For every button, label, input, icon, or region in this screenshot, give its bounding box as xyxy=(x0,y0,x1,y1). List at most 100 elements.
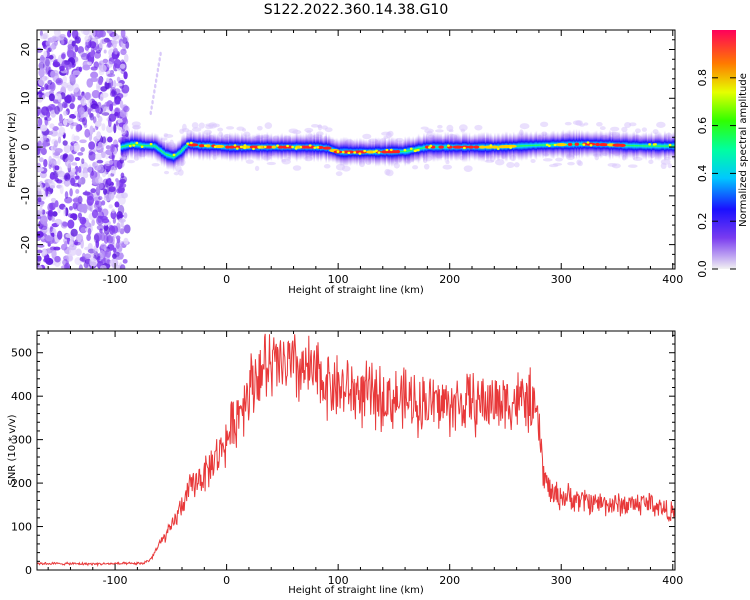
ridge-peak xyxy=(668,143,672,147)
noise-blob xyxy=(80,146,85,153)
noise-blob xyxy=(54,255,61,263)
noise-blob xyxy=(50,197,57,203)
noise-blob xyxy=(57,156,61,166)
ridge-peak xyxy=(294,147,298,150)
noise-blob xyxy=(94,153,103,160)
noise-blob xyxy=(54,165,60,171)
noise-blob xyxy=(44,68,49,75)
ridge-peak xyxy=(205,144,211,148)
noise-blob xyxy=(118,218,126,223)
noise-blob xyxy=(58,113,63,124)
noise-blob xyxy=(38,265,43,269)
noise-blob xyxy=(111,33,119,41)
ridge-peak xyxy=(553,143,557,147)
y-tick-label: 0 xyxy=(25,564,32,577)
noise-blob xyxy=(158,57,161,62)
noise-blob xyxy=(54,151,60,156)
ridge-halo xyxy=(311,123,319,128)
ridge-segment xyxy=(186,131,188,160)
ridge-segment xyxy=(151,131,154,160)
ridge-peak xyxy=(496,147,500,150)
noise-blob xyxy=(71,133,76,144)
spectral-ridge xyxy=(119,120,675,177)
noise-blob xyxy=(103,225,110,235)
ridge-segment xyxy=(132,131,135,157)
ridge-segment xyxy=(417,133,420,164)
ridge-segment xyxy=(293,134,295,160)
noise-blob xyxy=(110,258,119,268)
noise-blob xyxy=(101,208,109,217)
ridge-segment xyxy=(658,131,661,162)
ridge-peak xyxy=(545,143,549,147)
noise-blob xyxy=(70,177,76,186)
noise-blob xyxy=(123,105,130,113)
noise-blob xyxy=(93,61,100,69)
noise-blob xyxy=(51,35,58,42)
ridge-peak xyxy=(363,149,367,153)
snr-x-label: Height of straight line (km) xyxy=(288,585,424,596)
noise-blob xyxy=(98,60,105,66)
noise-blob xyxy=(84,35,91,43)
noise-blob xyxy=(53,160,59,165)
ridge-halo xyxy=(191,122,199,129)
noise-blob xyxy=(149,110,152,116)
noise-blob xyxy=(75,188,80,194)
noise-blob xyxy=(94,120,102,127)
noise-blob xyxy=(82,117,88,126)
noise-blob xyxy=(70,122,79,127)
noise-blob xyxy=(51,216,55,222)
ridge-peak xyxy=(277,145,284,149)
ridge-segment xyxy=(579,131,582,157)
noise-blob xyxy=(52,144,58,151)
ridge-halo xyxy=(387,130,394,137)
ridge-segment xyxy=(526,131,528,161)
noise-blob xyxy=(119,63,126,69)
noise-blob xyxy=(49,174,56,180)
noise-blob xyxy=(115,241,120,249)
ridge-peak xyxy=(189,141,193,145)
ridge-peak xyxy=(358,152,362,155)
noise-blob xyxy=(44,44,52,52)
ridge-halo xyxy=(198,122,205,129)
noise-blob xyxy=(80,226,87,234)
snr-panel: -100 0 100 200 300 400 0 100 200 300 400 500 Height… xyxy=(7,330,683,596)
noise-blob xyxy=(37,249,43,254)
noise-blob xyxy=(87,227,92,236)
noise-blob xyxy=(100,104,107,112)
noise-blob xyxy=(91,219,95,226)
noise-blob xyxy=(48,103,56,111)
ridge-peak xyxy=(409,147,413,150)
ridge-segment xyxy=(136,129,139,161)
noise-blob xyxy=(52,202,57,208)
noise-blob xyxy=(157,62,160,67)
noise-blob xyxy=(43,50,48,58)
noise-blob xyxy=(84,253,91,260)
noise-blob xyxy=(40,225,48,231)
noise-blob xyxy=(154,78,158,83)
ridge-segment xyxy=(168,141,171,170)
noise-blob xyxy=(50,145,57,151)
noise-blob xyxy=(77,203,86,213)
ridge-segment xyxy=(543,132,546,158)
ridge-segment xyxy=(652,134,654,158)
noise-blob xyxy=(79,52,87,58)
noise-blob xyxy=(61,82,69,89)
noise-blob xyxy=(114,111,119,117)
noise-blob xyxy=(91,89,100,99)
noise-blob xyxy=(106,30,113,34)
ridge-halo xyxy=(540,121,549,128)
ridge-peak xyxy=(489,144,493,147)
ridge-peak xyxy=(353,151,357,154)
noise-blob xyxy=(64,174,68,181)
ridge-segment xyxy=(532,133,535,158)
noise-blob xyxy=(98,141,103,148)
ridge-segment xyxy=(626,130,629,161)
ridge-halo xyxy=(530,158,536,163)
ridge-peak xyxy=(291,145,294,149)
noise-blob xyxy=(52,61,61,68)
ridge-segment xyxy=(668,131,670,161)
snr-series-line xyxy=(37,333,675,568)
ridge-peak xyxy=(413,149,417,153)
x-tick-label: -100 xyxy=(103,273,128,286)
